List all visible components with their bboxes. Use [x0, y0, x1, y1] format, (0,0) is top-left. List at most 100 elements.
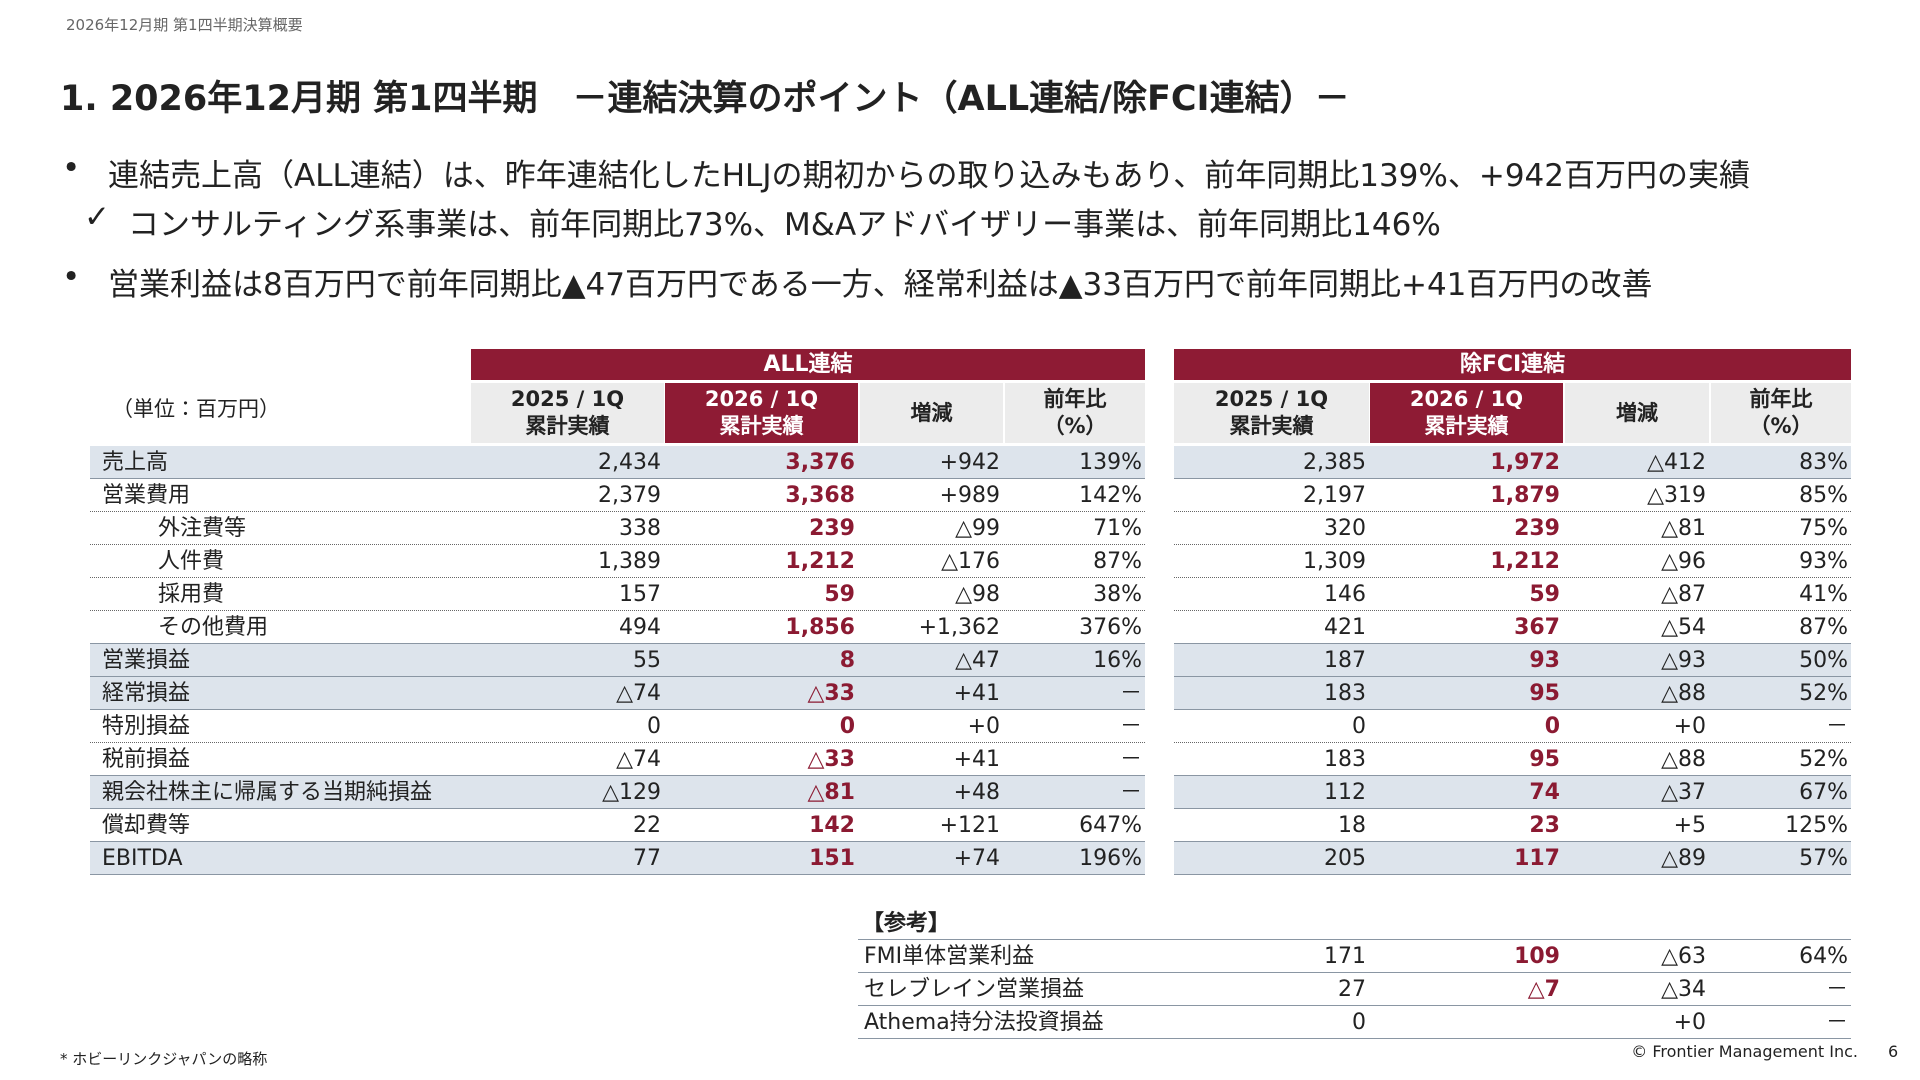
table-value: 52%: [1799, 747, 1848, 772]
row-line: [1174, 775, 1851, 776]
table-value: △74: [616, 747, 661, 772]
column-header: 2026 / 1Q 累計実績: [665, 383, 858, 443]
table-value: －: [1119, 714, 1142, 739]
table-value: 93%: [1799, 549, 1848, 574]
slide-title: 1. 2026年12月期 第1四半期 －連結決算のポイント（ALL連結/除FCI…: [60, 79, 1350, 119]
reference-value: －: [1825, 977, 1848, 1002]
table-value: 0: [647, 714, 661, 739]
group-header: 除FCI連結: [1174, 349, 1851, 380]
row-band: [1174, 842, 1851, 874]
table-value: △33: [807, 747, 855, 772]
row-line: [90, 742, 1145, 743]
copyright: © Frontier Management Inc.: [1631, 1042, 1858, 1061]
table-value: 183: [1324, 681, 1366, 706]
table-value: △33: [807, 681, 855, 706]
table-value: 85%: [1799, 483, 1848, 508]
table-value: +0: [1673, 714, 1706, 739]
column-header-line: 増減: [1616, 401, 1658, 425]
row-label: 償却費等: [102, 813, 191, 838]
table-value: △47: [955, 648, 1000, 673]
bullet-marker: •: [62, 150, 81, 186]
table-value: +989: [939, 483, 1000, 508]
table-value: －: [1825, 714, 1848, 739]
table-value: 71%: [1093, 516, 1142, 541]
table-value: －: [1119, 780, 1142, 805]
table-value: △176: [941, 549, 1000, 574]
row-line: [90, 511, 1145, 512]
page-number: 6: [1888, 1042, 1899, 1061]
row-line: [858, 1038, 1851, 1039]
table-value: 74: [1529, 780, 1560, 805]
table-value: 55: [633, 648, 661, 673]
row-label: 採用費: [158, 582, 225, 607]
row-band: [1174, 677, 1851, 709]
row-label: 経常損益: [102, 681, 191, 706]
reference-value: 64%: [1799, 944, 1848, 969]
column-header-line: 累計実績: [719, 414, 804, 438]
table-value: +48: [953, 780, 1000, 805]
row-line: [1174, 874, 1851, 875]
table-value: 187: [1324, 648, 1366, 673]
table-value: △74: [616, 681, 661, 706]
reference-value: △63: [1661, 944, 1706, 969]
column-header: 増減: [1565, 383, 1709, 443]
table-value: △87: [1661, 582, 1706, 607]
table-value: △129: [602, 780, 661, 805]
row-line: [858, 939, 1851, 940]
column-header: 2026 / 1Q 累計実績: [1370, 383, 1563, 443]
table-value: 77: [633, 846, 661, 871]
reference-value: 109: [1514, 944, 1560, 969]
row-line: [90, 841, 1145, 842]
row-line: [1174, 709, 1851, 710]
table-value: 1,972: [1490, 450, 1560, 475]
row-line: [90, 874, 1145, 875]
table-value: 8: [839, 648, 855, 673]
table-value: 112: [1324, 780, 1366, 805]
column-header: 増減: [860, 383, 1003, 443]
table-value: 239: [809, 516, 855, 541]
table-value: 41%: [1799, 582, 1848, 607]
row-label: EBITDA: [102, 846, 183, 871]
bullet-text: 連結売上高（ALL連結）は、昨年連結化したHLJの期初からの取り込みもあり、前年…: [108, 158, 1750, 194]
table-value: 3,368: [785, 483, 855, 508]
table-value: 125%: [1785, 813, 1848, 838]
row-line: [1174, 676, 1851, 677]
row-label: 税前損益: [102, 747, 191, 772]
bullet-marker: •: [62, 259, 81, 295]
table-value: △81: [1661, 516, 1706, 541]
table-value: 18: [1338, 813, 1366, 838]
table-value: +1,362: [918, 615, 1000, 640]
column-header-line: 前年比: [1749, 387, 1813, 411]
reference-value: －: [1825, 1010, 1848, 1035]
column-header-line: 2025 / 1Q: [510, 387, 625, 411]
column-header: 前年比 （%）: [1005, 383, 1145, 443]
table-value: △412: [1647, 450, 1706, 475]
row-line: [1174, 742, 1851, 743]
table-value: 57%: [1799, 846, 1848, 871]
row-line: [1174, 544, 1851, 545]
table-value: △81: [807, 780, 855, 805]
bullet-marker: ✓: [84, 199, 110, 235]
row-label: 営業損益: [102, 648, 191, 673]
row-label: FMI単体営業利益: [864, 944, 1035, 969]
table-value: 142%: [1079, 483, 1142, 508]
page-header: 2026年12月期 第1四半期決算概要: [66, 16, 303, 34]
row-label: 営業費用: [102, 483, 191, 508]
table-value: 1,389: [598, 549, 661, 574]
column-header-line: 増減: [910, 401, 953, 425]
table-value: 67%: [1799, 780, 1848, 805]
row-line: [1174, 841, 1851, 842]
row-line: [90, 709, 1145, 710]
table-value: +41: [953, 747, 1000, 772]
column-header-line: 2025 / 1Q: [1214, 387, 1329, 411]
table-value: +0: [967, 714, 1000, 739]
table-value: 157: [619, 582, 661, 607]
table-value: △88: [1661, 747, 1706, 772]
table-value: 2,197: [1303, 483, 1366, 508]
row-label: セレブレイン営業損益: [864, 977, 1085, 1002]
table-value: 93: [1529, 648, 1560, 673]
table-value: 2,385: [1303, 450, 1366, 475]
row-band: [1174, 776, 1851, 808]
table-value: 1,212: [785, 549, 855, 574]
